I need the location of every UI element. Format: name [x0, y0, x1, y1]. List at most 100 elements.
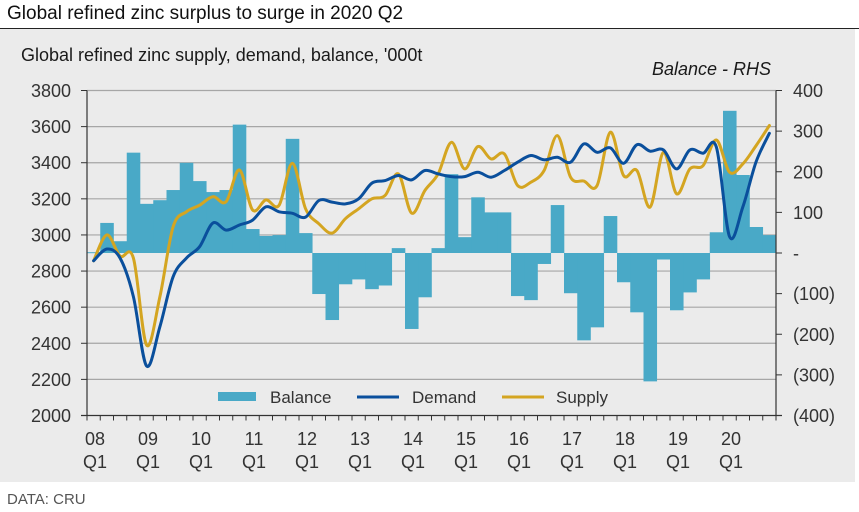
balance-bar-16Q1 [511, 253, 525, 297]
x-tick-label-year: 08 [85, 429, 105, 449]
headline: Global refined zinc surplus to surge in … [7, 3, 404, 24]
balance-bar-09Q2 [153, 200, 167, 253]
left-tick-label: 3000 [31, 225, 71, 245]
balance-bar-14Q2 [418, 253, 432, 298]
x-tick-label-year: 17 [562, 429, 582, 449]
right-tick-label: (300) [793, 365, 835, 385]
balance-bar-15Q3 [484, 212, 499, 253]
x-tick-label-quarter: Q1 [613, 452, 637, 472]
x-tick-label-year: 16 [509, 429, 529, 449]
legend-swatch-balance [218, 392, 256, 401]
balance-bar-13Q4 [391, 248, 406, 253]
right-tick-label: 400 [793, 81, 823, 101]
x-tick-label-quarter: Q1 [242, 452, 266, 472]
x-tick-label-quarter: Q1 [348, 452, 372, 472]
x-tick-label-year: 15 [456, 429, 476, 449]
balance-bar-10Q4 [232, 124, 247, 253]
balance-bar-08Q2 [100, 222, 114, 253]
x-tick-label-quarter: Q1 [507, 452, 531, 472]
x-tick-label-year: 11 [245, 429, 264, 449]
x-tick-label-quarter: Q1 [295, 452, 319, 472]
x-tick-label-year: 09 [138, 429, 158, 449]
balance-bar-08Q3 [113, 241, 128, 253]
demand-line [92, 131, 771, 368]
left-tick-label: 3400 [31, 153, 71, 173]
data-source: DATA: CRU [7, 491, 86, 508]
balance-bar-18Q1 [617, 253, 631, 283]
axes [81, 90, 782, 421]
legend: Balance Demand Supply [218, 388, 608, 407]
x-tick-label-quarter: Q1 [401, 452, 425, 472]
x-tick-label-year: 18 [615, 429, 635, 449]
rhs-axis-note: Balance - RHS [651, 59, 771, 79]
balance-bar-11Q2 [259, 235, 273, 253]
balance-bar-20Q3 [749, 227, 764, 253]
balance-bar-16Q4 [550, 205, 565, 253]
balance-bar-08Q1 [87, 252, 101, 254]
legend-label-demand: Demand [412, 388, 476, 407]
left-tick-label: 2400 [31, 334, 71, 354]
balance-bar-13Q2 [365, 253, 379, 290]
left-tick-label: 2800 [31, 262, 71, 282]
balance-bar-18Q2 [630, 253, 644, 313]
balance-bar-15Q4 [497, 212, 512, 253]
balance-bar-14Q1 [405, 253, 419, 329]
right-tick-label: (200) [793, 325, 835, 345]
x-tick-label-quarter: Q1 [666, 452, 690, 472]
balance-bar-19Q2 [683, 253, 697, 293]
left-tick-label: 3600 [31, 117, 71, 137]
balance-bar-10Q3 [219, 190, 234, 253]
balance-bar-12Q4 [338, 253, 353, 285]
balance-bar-16Q3 [537, 253, 552, 264]
balance-bar-11Q4 [285, 138, 300, 253]
lines [92, 124, 771, 368]
chart-title: Global refined zinc supply, demand, bala… [21, 45, 423, 65]
left-tick-label: 2200 [31, 370, 71, 390]
x-tick-label-quarter: Q1 [719, 452, 743, 472]
balance-bar-13Q1 [352, 253, 366, 280]
x-tick-label-year: 20 [721, 429, 741, 449]
balance-bar-14Q3 [431, 248, 446, 253]
x-tick-label-quarter: Q1 [83, 452, 107, 472]
right-tick-label: 100 [793, 203, 823, 223]
legend-label-balance: Balance [270, 388, 331, 407]
balance-bar-17Q2 [577, 253, 591, 341]
x-tick-label-year: 12 [297, 429, 317, 449]
balance-bar-16Q2 [524, 253, 538, 301]
balance-bar-09Q1 [140, 203, 154, 253]
balance-bar-19Q4 [709, 232, 724, 253]
balance-bar-18Q4 [656, 253, 671, 260]
legend-label-supply: Supply [556, 388, 608, 407]
left-tick-label: 3800 [31, 81, 71, 101]
left-tick-label: 2600 [31, 298, 71, 318]
right-tick-label: (100) [793, 284, 835, 304]
balance-bar-17Q4 [603, 216, 618, 253]
left-tick-label: 2000 [31, 406, 71, 426]
x-tick-label-year: 10 [191, 429, 211, 449]
balance-bar-14Q4 [444, 174, 459, 253]
balance-bar-11Q3 [272, 235, 287, 253]
balance-bar-12Q2 [312, 253, 326, 295]
balance-bars [87, 110, 777, 382]
x-tick-label-quarter: Q1 [560, 452, 584, 472]
balance-bar-12Q1 [299, 233, 313, 253]
balance-bar-12Q3 [325, 253, 340, 321]
balance-bar-10Q1 [193, 181, 207, 253]
right-tick-label: 200 [793, 162, 823, 182]
right-tick-label: - [793, 244, 799, 264]
left-tick-label: 3200 [31, 189, 71, 209]
balance-bar-19Q1 [670, 253, 684, 311]
balance-bar-17Q3 [590, 253, 605, 328]
right-tick-label: 300 [793, 122, 823, 142]
balance-bar-15Q1 [458, 237, 472, 253]
balance-bar-19Q3 [696, 253, 711, 280]
balance-bar-20Q4 [762, 235, 777, 253]
balance-bar-13Q3 [378, 253, 393, 286]
right-tick-label: (400) [793, 406, 835, 426]
balance-bar-09Q4 [179, 162, 194, 253]
headline-rule [0, 28, 859, 29]
balance-bar-15Q2 [471, 197, 485, 253]
balance-bar-17Q1 [564, 253, 578, 294]
supply-line [92, 124, 771, 348]
